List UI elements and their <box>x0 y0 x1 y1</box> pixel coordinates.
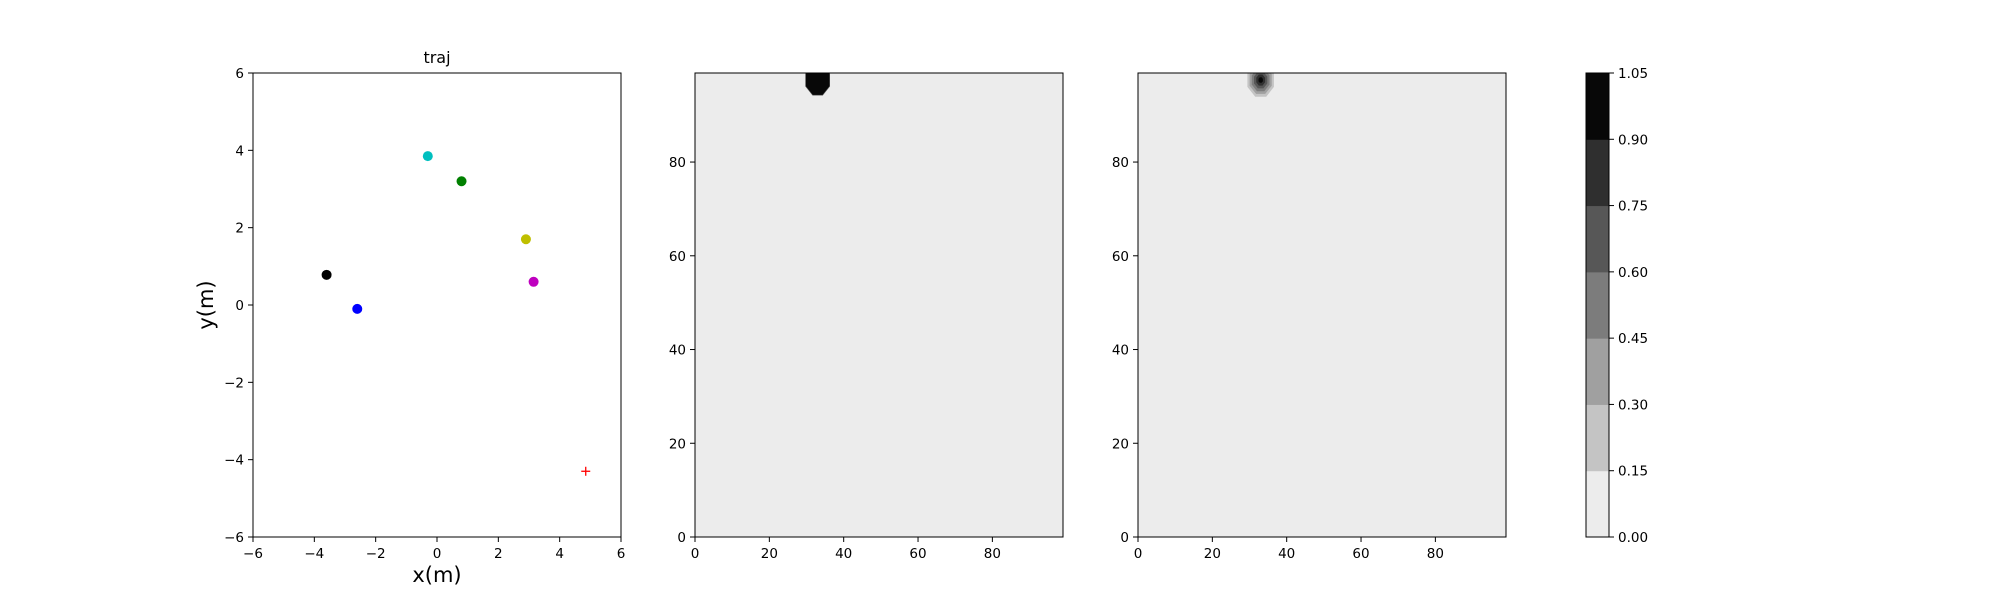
x-tick-label: 4 <box>555 546 564 562</box>
colorbar-tick-label: 0.60 <box>1618 265 1648 281</box>
y-tick-label: 20 <box>669 436 686 452</box>
colorbar-tick-label: 0.45 <box>1618 331 1648 347</box>
traj-y-axis: −6 −4 −2 0 2 4 6 <box>224 66 253 546</box>
colorbar-tick-label: 0.15 <box>1618 464 1648 480</box>
y-tick-label: −6 <box>224 530 244 546</box>
colorbar-band <box>1586 404 1609 472</box>
traj-plot-area <box>252 72 622 538</box>
scatter-point <box>352 303 363 314</box>
heatmap-2: 0 20 40 60 80 0 20 40 60 80 <box>1112 72 1507 562</box>
colorbar-tick-label: 1.05 <box>1618 66 1648 82</box>
colorbar-band <box>1586 271 1609 339</box>
y-tick-label: 80 <box>1112 155 1129 171</box>
colorbar-band <box>1586 470 1609 538</box>
x-tick-label: −6 <box>243 546 263 562</box>
x-tick-label: 80 <box>984 546 1001 562</box>
colorbar-ticks: 0.00 0.15 0.30 0.45 0.60 0.75 0.90 1.05 <box>1609 66 1648 546</box>
heatmap-1: 0 20 40 60 80 0 20 40 60 80 <box>669 72 1064 562</box>
traj-x-axis: −6 −4 −2 0 2 4 6 <box>243 537 625 562</box>
traj-points <box>321 151 591 476</box>
heatmap-1-blob <box>805 73 831 96</box>
y-tick-label: 6 <box>235 66 244 82</box>
y-tick-label: 60 <box>669 249 686 265</box>
x-tick-label: 20 <box>761 546 778 562</box>
colorbar-band <box>1586 139 1609 207</box>
colorbar-band <box>1586 205 1609 273</box>
x-tick-label: 6 <box>617 546 626 562</box>
y-tick-label: 0 <box>235 298 244 314</box>
y-tick-label: 0 <box>677 530 686 546</box>
x-tick-label: 0 <box>433 546 442 562</box>
heatmap-2-y-axis: 0 20 40 60 80 <box>1112 155 1138 546</box>
y-tick-label: 20 <box>1112 436 1129 452</box>
x-tick-label: −2 <box>366 546 386 562</box>
x-tick-label: 2 <box>494 546 503 562</box>
scatter-point <box>528 276 539 287</box>
y-tick-label: −2 <box>224 375 244 391</box>
y-tick-label: 60 <box>1112 249 1129 265</box>
y-tick-label: 40 <box>1112 343 1129 359</box>
x-tick-label: 0 <box>691 546 700 562</box>
heatmap-1-background <box>695 73 1063 537</box>
colorbar-tick-label: 0.75 <box>1618 199 1648 215</box>
heatmap-2-background <box>1138 73 1506 537</box>
traj-scatter-plot: traj −6 −4 −2 0 2 4 6 −6 −4 −2 0 2 4 6 x(m) y(m) <box>194 48 625 587</box>
x-tick-label: 40 <box>1278 546 1295 562</box>
heatmap-2-blob <box>1245 73 1277 100</box>
colorbar-tick-label: 0.30 <box>1618 397 1648 413</box>
colorbar-bands <box>1586 73 1609 538</box>
heatmap-1-y-axis: 0 20 40 60 80 <box>669 155 695 546</box>
x-tick-label: 80 <box>1427 546 1444 562</box>
scatter-point <box>456 176 467 187</box>
colorbar-frame <box>1585 72 1610 538</box>
scatter-point <box>422 151 433 162</box>
colorbar-band <box>1586 73 1609 140</box>
traj-y-axis-label: y(m) <box>194 280 218 329</box>
x-tick-label: 60 <box>1352 546 1369 562</box>
x-tick-label: 0 <box>1134 546 1143 562</box>
y-tick-label: 4 <box>235 143 244 159</box>
y-tick-label: −4 <box>224 453 244 469</box>
x-tick-label: 40 <box>835 546 852 562</box>
contour-level <box>805 73 831 96</box>
colorbar-tick-label: 0.00 <box>1618 530 1648 546</box>
y-tick-label: 2 <box>235 221 244 237</box>
colorbar-tick-label: 0.90 <box>1618 132 1648 148</box>
x-tick-label: 20 <box>1204 546 1221 562</box>
y-tick-label: 0 <box>1120 530 1129 546</box>
contour-level <box>1258 77 1263 83</box>
heatmap-1-frame <box>694 72 1064 538</box>
traj-title: traj <box>423 48 450 67</box>
scatter-point <box>321 269 332 280</box>
heatmap-2-x-axis: 0 20 40 60 80 <box>1134 537 1444 562</box>
colorbar-band <box>1586 338 1609 405</box>
scatter-point <box>520 234 531 245</box>
y-tick-label: 80 <box>669 155 686 171</box>
target-plus-marker <box>581 466 591 476</box>
heatmap-2-frame <box>1137 72 1507 538</box>
y-tick-label: 40 <box>669 343 686 359</box>
traj-x-axis-label: x(m) <box>412 563 461 587</box>
heatmap-1-x-axis: 0 20 40 60 80 <box>691 537 1001 562</box>
x-tick-label: 60 <box>909 546 926 562</box>
colorbar: 0.00 0.15 0.30 0.45 0.60 0.75 0.90 1.05 <box>1585 66 1648 546</box>
x-tick-label: −4 <box>304 546 324 562</box>
